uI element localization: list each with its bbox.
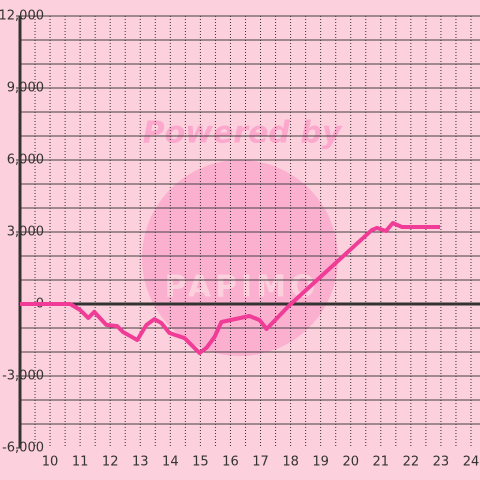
x-tick-label: 18: [282, 455, 299, 470]
x-tick-label: 22: [403, 455, 420, 470]
x-tick-label: 23: [433, 455, 450, 470]
y-tick-label: 12,000: [0, 9, 44, 24]
x-tick-label: 21: [373, 455, 390, 470]
x-tick-label: 11: [72, 455, 89, 470]
x-tick-label: 17: [252, 455, 269, 470]
y-tick-label: -6,000: [2, 441, 44, 456]
y-tick-label: 6,000: [7, 153, 44, 168]
y-tick-label: 3,000: [7, 225, 44, 240]
line-series: [20, 221, 441, 355]
y-tick-label: 9,000: [7, 81, 44, 96]
watermark-title: Powered by: [143, 116, 343, 151]
x-tick-label: 14: [162, 455, 179, 470]
x-tick-label: 10: [42, 455, 59, 470]
x-tick-label: 20: [342, 455, 359, 470]
y-tick-label: -3,000: [2, 369, 44, 384]
x-tick-label: 13: [132, 455, 149, 470]
x-tick-label: 16: [222, 455, 239, 470]
x-tick-label: 24: [463, 455, 480, 470]
watermark-circle: [142, 160, 338, 356]
x-tick-label: 19: [312, 455, 329, 470]
x-tick-label: 12: [102, 455, 119, 470]
x-tick-label: 15: [192, 455, 209, 470]
